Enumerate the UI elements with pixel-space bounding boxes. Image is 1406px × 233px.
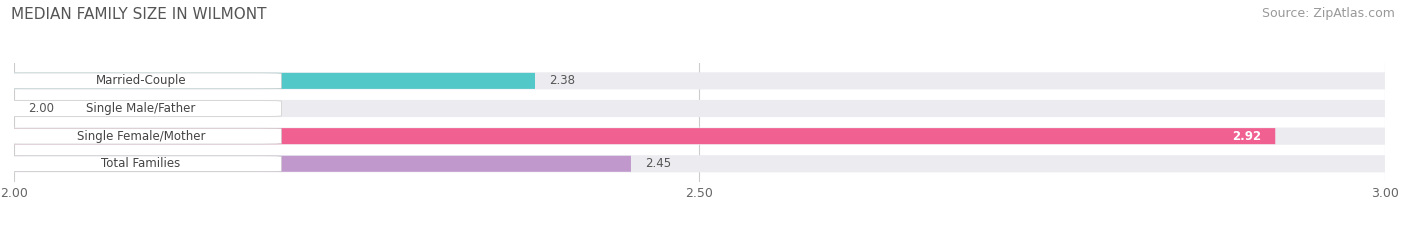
Text: Single Male/Father: Single Male/Father	[86, 102, 195, 115]
FancyBboxPatch shape	[14, 156, 631, 172]
FancyBboxPatch shape	[14, 72, 1385, 89]
Text: Married-Couple: Married-Couple	[96, 74, 186, 87]
FancyBboxPatch shape	[14, 155, 1385, 172]
Text: 2.00: 2.00	[28, 102, 53, 115]
FancyBboxPatch shape	[14, 100, 1385, 117]
Text: Total Families: Total Families	[101, 157, 180, 170]
FancyBboxPatch shape	[14, 128, 1385, 145]
Text: Source: ZipAtlas.com: Source: ZipAtlas.com	[1261, 7, 1395, 20]
FancyBboxPatch shape	[0, 101, 281, 116]
Text: Single Female/Mother: Single Female/Mother	[76, 130, 205, 143]
Text: 2.38: 2.38	[548, 74, 575, 87]
Text: 2.45: 2.45	[644, 157, 671, 170]
FancyBboxPatch shape	[14, 128, 1275, 144]
FancyBboxPatch shape	[0, 128, 281, 144]
FancyBboxPatch shape	[0, 156, 281, 172]
Text: 2.92: 2.92	[1233, 130, 1261, 143]
Text: MEDIAN FAMILY SIZE IN WILMONT: MEDIAN FAMILY SIZE IN WILMONT	[11, 7, 267, 22]
FancyBboxPatch shape	[14, 73, 534, 89]
FancyBboxPatch shape	[0, 73, 281, 89]
